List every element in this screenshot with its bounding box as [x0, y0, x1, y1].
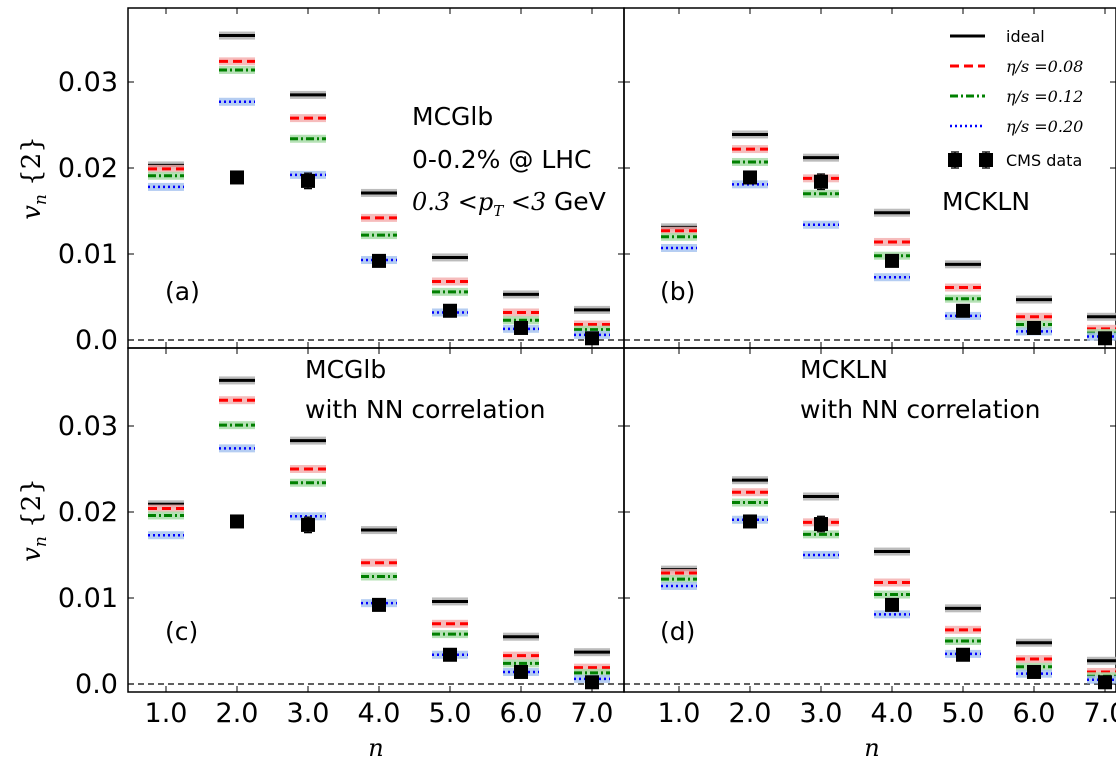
series-band-eta020: [148, 531, 184, 540]
panel-annotation: with NN correlation: [800, 395, 1040, 424]
y-tick-label: 0.0: [75, 325, 118, 356]
panel-label: (b): [660, 277, 695, 306]
panel-label: (d): [660, 617, 695, 646]
data-point: [814, 517, 828, 532]
panels: (a) MCGlb 0-0.2% @ LHC 0.3 <pT <3 GeV (b) MCK…: [127, 7, 1116, 693]
data-point: [885, 597, 899, 612]
x-tick-label: 1.0: [145, 698, 188, 729]
x-tick-label: 2.0: [729, 698, 772, 729]
legend: ideal η/s =0.08 η/s =0.12 η/s =0.20 CMS data: [948, 27, 1083, 170]
y-tick-label: 0.03: [58, 67, 118, 98]
panel-annotation: 0.3 <pT <3 GeV: [412, 187, 606, 220]
data-point: [1098, 675, 1112, 690]
data-point: [956, 647, 970, 662]
x-tick-label: 1.0: [658, 698, 701, 729]
y-tick-label: 0.02: [58, 153, 118, 184]
data-point: [514, 320, 528, 335]
panel-c: (c) MCGlb with NN correlation: [127, 347, 625, 693]
x-axis-label: n: [368, 734, 383, 762]
x-tick-label: 5.0: [942, 698, 985, 729]
series-band-eta020: [803, 551, 839, 559]
data-point: [743, 170, 757, 185]
y-tick-label: 0.01: [58, 239, 118, 270]
legend-entry: η/s =0.20: [950, 117, 1083, 136]
panel-annotation: MCGlb: [305, 355, 386, 384]
plot-frame: [127, 7, 625, 349]
x-tick-label: 2.0: [216, 698, 259, 729]
legend-entry: η/s =0.08: [950, 57, 1083, 76]
x-tick-label: 6.0: [1013, 698, 1056, 729]
y-axis-label: vn {2}: [17, 136, 51, 220]
legend-label: η/s =0.08: [1006, 57, 1083, 76]
panel-annotation: MCGlb: [412, 102, 493, 131]
legend-label: CMS data: [1006, 151, 1082, 170]
y-tick-label: 0.03: [58, 411, 118, 442]
legend-entry: CMS data: [948, 151, 1082, 170]
data-point: [372, 597, 386, 612]
legend-entry: η/s =0.12: [950, 87, 1083, 106]
x-tick-label: 3.0: [287, 698, 330, 729]
x-tick-label: 6.0: [500, 698, 543, 729]
data-point: [443, 303, 457, 318]
series-band-eta020: [219, 97, 255, 106]
y-axis-label: vn {2}: [17, 478, 51, 562]
x-tick-label: 4.0: [358, 698, 401, 729]
series-band-eta020: [661, 581, 697, 590]
plot-frame: [623, 347, 1116, 693]
series-band-eta020: [290, 512, 326, 521]
x-tick-label: 3.0: [800, 698, 843, 729]
series-band-eta020: [148, 182, 184, 191]
data-point: [585, 331, 599, 346]
series-band-eta020: [219, 444, 255, 453]
x-tick-label: 5.0: [429, 698, 472, 729]
panel-a: (a) MCGlb 0-0.2% @ LHC 0.3 <pT <3 GeV: [127, 7, 625, 349]
axes-text: 0.0 0.01 0.02 0.03 0.0 0.01 0.02 0.03 1.0 2.0 3.0 4…: [17, 67, 1116, 762]
data-point: [230, 170, 244, 185]
panel-annotation: 0-0.2% @ LHC: [412, 145, 592, 174]
legend-label: η/s =0.12: [1006, 87, 1083, 106]
series-band-eta020: [803, 220, 839, 229]
data-point: [514, 664, 528, 679]
panel-annotation: MCKLN: [942, 187, 1030, 216]
data-point: [956, 303, 970, 318]
panel-annotation: with NN correlation: [305, 395, 545, 424]
data-point: [443, 647, 457, 662]
data-point: [1027, 320, 1041, 335]
x-axis-label: n: [864, 734, 879, 762]
series-band-eta020: [874, 610, 910, 619]
legend-label: ideal: [1006, 27, 1045, 46]
series-band-eta020: [661, 243, 697, 252]
legend-marker: [979, 153, 993, 167]
x-tick-label: 7.0: [571, 698, 614, 729]
legend-entry: ideal: [950, 27, 1045, 46]
data-point: [301, 517, 315, 532]
data-point: [743, 514, 757, 529]
data-point: [1027, 664, 1041, 679]
legend-marker: [948, 153, 962, 167]
x-tick-label: 7.0: [1084, 698, 1116, 729]
legend-label: η/s =0.20: [1006, 117, 1083, 136]
panel-annotation: MCKLN: [800, 355, 888, 384]
panel-label: (c): [165, 617, 198, 646]
data-point: [301, 173, 315, 188]
data-point: [372, 253, 386, 268]
data-point: [885, 253, 899, 268]
series-band-eta020: [874, 273, 910, 282]
panel-label: (a): [165, 277, 200, 306]
y-tick-label: 0.0: [75, 669, 118, 700]
panel-b: (b) MCKLN: [623, 7, 1116, 349]
data-point: [814, 174, 828, 189]
data-point: [585, 675, 599, 690]
y-tick-label: 0.01: [58, 583, 118, 614]
data-point: [1098, 331, 1112, 346]
data-point: [230, 514, 244, 529]
x-tick-label: 4.0: [871, 698, 914, 729]
panel-d: (d) MCKLN with NN correlation: [623, 347, 1116, 693]
y-tick-label: 0.02: [58, 497, 118, 528]
